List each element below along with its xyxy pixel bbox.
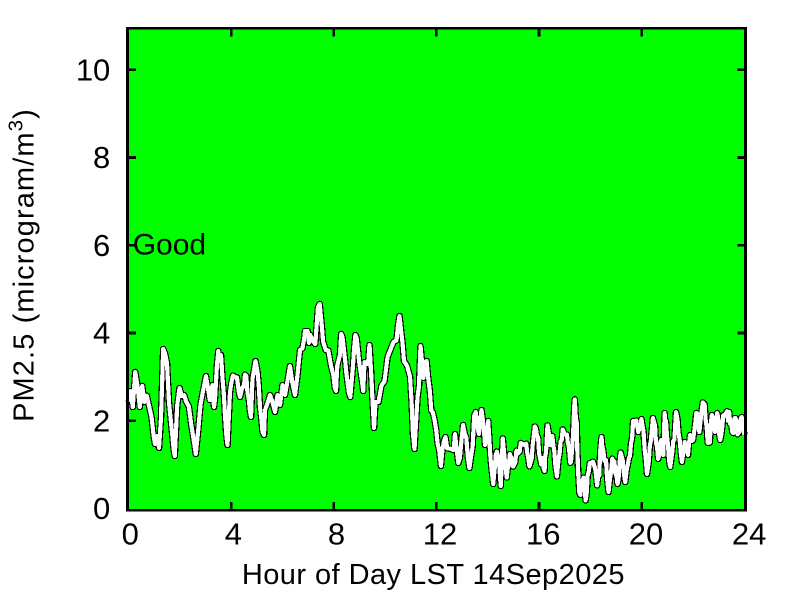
svg-text:10: 10 [76, 53, 110, 88]
svg-text:2: 2 [93, 403, 110, 438]
svg-text:PM2.5 (microgram/m3): PM2.5 (microgram/m3) [5, 108, 41, 422]
svg-text:4: 4 [225, 517, 242, 552]
svg-text:0: 0 [122, 517, 139, 552]
svg-text:16: 16 [526, 517, 560, 552]
svg-text:24: 24 [732, 517, 766, 552]
svg-text:Good: Good [133, 229, 206, 262]
svg-text:20: 20 [629, 517, 663, 552]
svg-text:8: 8 [328, 517, 345, 552]
svg-text:4: 4 [93, 316, 110, 351]
svg-text:8: 8 [93, 140, 110, 175]
svg-text:6: 6 [93, 228, 110, 263]
svg-text:12: 12 [423, 517, 457, 552]
svg-text:Hour of Day LST 14Sep2025: Hour of Day LST 14Sep2025 [242, 559, 625, 591]
svg-text:0: 0 [93, 491, 110, 526]
